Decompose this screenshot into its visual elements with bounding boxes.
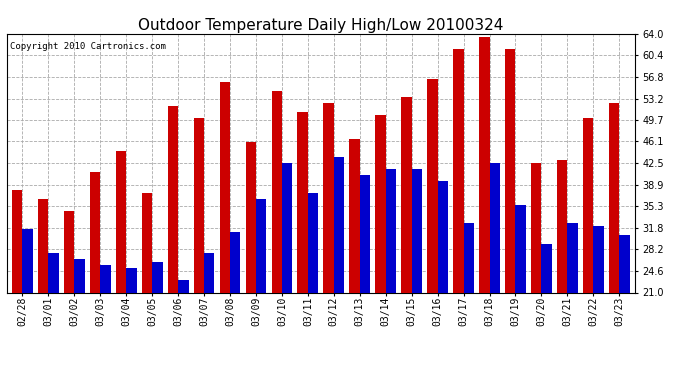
Bar <box>324 103 334 375</box>
Bar <box>308 193 318 375</box>
Bar <box>375 115 386 375</box>
Bar <box>23 230 33 375</box>
Title: Outdoor Temperature Daily High/Low 20100324: Outdoor Temperature Daily High/Low 20100… <box>138 18 504 33</box>
Bar <box>48 254 59 375</box>
Bar <box>619 236 629 375</box>
Bar <box>126 268 137 375</box>
Bar <box>542 244 552 375</box>
Bar <box>90 172 100 375</box>
Bar <box>427 79 437 375</box>
Bar <box>583 118 593 375</box>
Bar <box>116 151 126 375</box>
Bar <box>359 175 370 375</box>
Bar <box>204 254 215 375</box>
Bar <box>437 181 448 375</box>
Bar <box>515 205 526 375</box>
Bar <box>12 190 23 375</box>
Bar <box>246 142 256 375</box>
Bar <box>349 139 359 375</box>
Bar <box>479 37 489 375</box>
Bar <box>100 266 110 375</box>
Bar <box>75 260 85 375</box>
Bar <box>593 226 604 375</box>
Bar <box>412 169 422 375</box>
Bar <box>567 223 578 375</box>
Bar <box>219 82 230 375</box>
Bar <box>609 103 619 375</box>
Bar <box>256 199 266 375</box>
Bar <box>178 280 188 375</box>
Bar <box>557 160 567 375</box>
Bar <box>489 163 500 375</box>
Bar <box>297 112 308 375</box>
Bar <box>142 193 152 375</box>
Bar <box>464 223 474 375</box>
Bar <box>168 106 178 375</box>
Bar <box>152 262 163 375</box>
Bar <box>531 163 542 375</box>
Bar <box>402 97 412 375</box>
Bar <box>64 211 75 375</box>
Bar <box>272 91 282 375</box>
Bar <box>194 118 204 375</box>
Text: Copyright 2010 Cartronics.com: Copyright 2010 Cartronics.com <box>10 42 166 51</box>
Bar <box>38 199 48 375</box>
Bar <box>230 232 240 375</box>
Bar <box>453 49 464 375</box>
Bar <box>505 49 515 375</box>
Bar <box>386 169 396 375</box>
Bar <box>282 163 293 375</box>
Bar <box>334 157 344 375</box>
